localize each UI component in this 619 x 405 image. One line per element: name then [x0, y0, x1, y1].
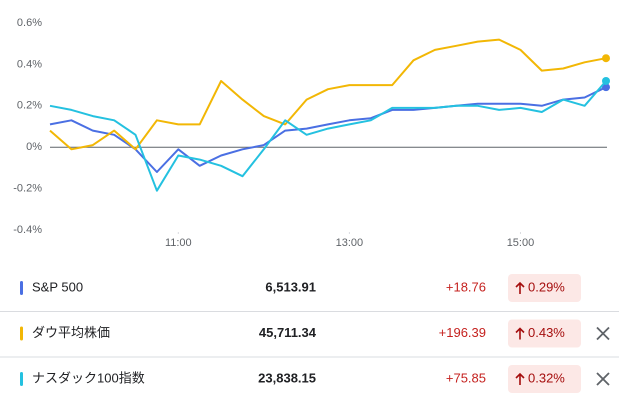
y-tick-label: 0%	[26, 141, 42, 153]
y-tick-label: 0.6%	[17, 17, 42, 29]
remove-button[interactable]	[596, 372, 610, 386]
x-tick-label: 15:00	[507, 237, 535, 249]
up-arrow-icon	[515, 372, 525, 385]
end-dot	[602, 83, 610, 92]
up-arrow-icon	[515, 281, 525, 294]
index-percent: 0.43%	[528, 325, 565, 340]
x-tick-label: 13:00	[336, 237, 364, 249]
percent-pill	[508, 274, 581, 302]
x-tick-label: 11:00	[165, 237, 192, 249]
series-line	[49, 86, 607, 173]
y-tick-label: 0.4%	[17, 58, 42, 70]
y-tick-label: -0.4%	[13, 224, 42, 236]
index-price: 6,513.91	[265, 279, 316, 294]
end-dot	[602, 54, 610, 63]
series-color-bar	[20, 281, 23, 295]
series-line	[49, 80, 607, 192]
percent-pill	[508, 319, 581, 348]
index-price: 45,711.34	[259, 325, 317, 340]
index-price: 23,838.15	[258, 370, 316, 385]
series-color-bar	[20, 372, 23, 386]
series-color-bar	[20, 326, 23, 341]
remove-button[interactable]	[596, 326, 610, 341]
y-tick-label: -0.2%	[13, 183, 42, 195]
index-name: S&P 500	[32, 279, 83, 294]
series-line	[49, 38, 607, 151]
y-tick-label: 0.2%	[17, 100, 42, 112]
end-dot	[602, 76, 610, 85]
index-percent: 0.29%	[528, 279, 565, 294]
index-percent: 0.32%	[528, 370, 565, 385]
index-change: +75.85	[446, 370, 486, 385]
up-arrow-icon	[515, 327, 525, 340]
percent-pill	[508, 365, 581, 393]
index-name: ナスダック100指数	[32, 370, 145, 385]
index-change: +196.39	[439, 325, 486, 340]
index-change: +18.76	[446, 279, 486, 294]
index-name: ダウ平均株価	[32, 325, 110, 340]
